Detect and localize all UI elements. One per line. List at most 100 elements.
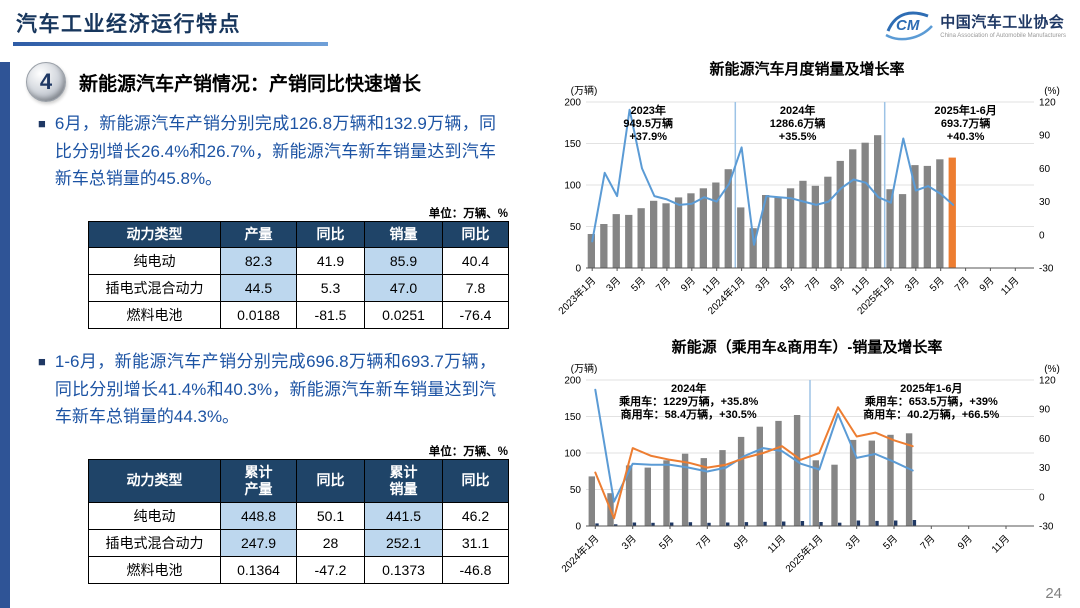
table-cell: -46.8 (442, 555, 509, 584)
svg-text:(万辆): (万辆) (571, 84, 598, 97)
table-cell: 0.1364 (220, 555, 297, 584)
table-cell: 41.9 (296, 246, 365, 275)
svg-text:2023年: 2023年 (630, 103, 665, 117)
title-underline (13, 42, 328, 46)
svg-text:(%): (%) (1044, 364, 1060, 375)
table-cell: 5.3 (296, 273, 365, 302)
svg-text:7月: 7月 (803, 275, 822, 294)
bullet-june-summary: ■ 6月，新能源汽车产销分别完成126.8万辆和132.9万辆，同比分别增长26… (38, 110, 496, 193)
svg-text:100: 100 (564, 449, 581, 460)
pv-cv-sales-growth-chart-canvas: 0 50 100 150 200 -30 0 30 60 90 120 (万辆) (%) 2024年1月 3… (558, 362, 1060, 575)
svg-text:3月: 3月 (619, 533, 638, 552)
table-cell: 28 (296, 528, 365, 557)
table-cell: 448.8 (220, 501, 297, 530)
bullet-text: 6月，新能源汽车产销分别完成126.8万辆和132.9万辆，同比分别增长26.4… (54, 114, 496, 189)
bullet-ytd-summary: ■ 1-6月，新能源汽车产销分别完成696.8万辆和693.7万辆，同比分别增长… (38, 348, 496, 431)
table-cell: -81.5 (296, 300, 365, 329)
table-header-cell: 同比 (296, 221, 365, 248)
logo-mark-letters: CM (896, 17, 920, 34)
svg-text:2025年1-6月: 2025年1-6月 (900, 381, 962, 395)
table-cell: 47.0 (364, 273, 443, 302)
page-number: 24 (1045, 585, 1062, 602)
svg-text:11月: 11月 (765, 533, 788, 556)
svg-text:30: 30 (1039, 463, 1051, 474)
svg-text:2024年: 2024年 (780, 103, 815, 117)
org-logo: CM 中国汽车工业协会 China Association of Automob… (883, 8, 1066, 42)
table-cell: 441.5 (364, 501, 443, 530)
section-number-badge: 4 (26, 62, 66, 102)
svg-text:30: 30 (1039, 197, 1051, 208)
table-cell: 插电式混合动力 (88, 273, 221, 302)
table-header-cell: 同比 (442, 459, 509, 503)
svg-text:2024年: 2024年 (671, 381, 706, 395)
bullet-text: 1-6月，新能源汽车产销分别完成696.8万辆和693.7万辆，同比分别增长41… (54, 352, 496, 427)
svg-text:7月: 7月 (918, 533, 937, 552)
logo-org-subtitle: China Association of Automobile Manufact… (940, 33, 1066, 39)
chart-title: 新能源汽车月度销量及增长率 (709, 61, 905, 78)
table-header-cell: 动力类型 (88, 459, 221, 503)
table-row: 纯电动 82.3 41.9 85.9 40.4 (88, 246, 509, 275)
svg-text:3月: 3月 (843, 533, 862, 552)
ytd-production-sales-table: 动力类型 累计 产量 同比 累计 销量 同比 纯电动 448.8 50.1 441.5 46.2… (88, 459, 509, 584)
svg-text:120: 120 (1039, 98, 1056, 109)
table-cell: 纯电动 (88, 501, 221, 530)
table-header-row: 动力类型 累计 产量 同比 累计 销量 同比 (88, 459, 509, 503)
logo-text-block: 中国汽车工业协会 China Association of Automobile… (940, 11, 1066, 39)
svg-text:(%): (%) (1044, 86, 1060, 97)
logo-org-name: 中国汽车工业协会 (940, 14, 1065, 31)
table-cell: 44.5 (220, 273, 297, 302)
table-cell: 0.1373 (364, 555, 443, 584)
svg-text:0: 0 (575, 522, 581, 533)
svg-text:5月: 5月 (657, 533, 676, 552)
bullet-square-icon: ■ (38, 116, 46, 131)
svg-text:2023年1月: 2023年1月 (555, 274, 598, 317)
svg-text:200: 200 (564, 376, 581, 387)
june-production-sales-table: 动力类型 产量 同比 销量 同比 纯电动 82.3 41.9 85.9 40.4 插电式混合动力 4… (88, 221, 509, 329)
table-row: 燃料电池 0.1364 -47.2 0.1373 -46.8 (88, 555, 509, 584)
svg-text:-30: -30 (1039, 264, 1054, 275)
table-row: 纯电动 448.8 50.1 441.5 46.2 (88, 501, 509, 530)
svg-text:11月: 11月 (999, 275, 1022, 298)
section-title-main: 新能源汽车产销情况： (79, 73, 270, 95)
section-title: 新能源汽车产销情况：产销同比快速增长 (79, 69, 421, 96)
table-cell: 82.3 (220, 246, 297, 275)
svg-text:-30: -30 (1039, 522, 1054, 533)
monthly-sales-growth-chart: 新能源汽车月度销量及增长率 0 50 100 150 200 -30 0 30 60 90 120(… (540, 58, 1074, 343)
svg-text:11月: 11月 (989, 533, 1012, 556)
table-cell: 247.9 (220, 528, 297, 557)
svg-text:2025年1-6月: 2025年1-6月 (934, 103, 996, 117)
table-cell: 31.1 (442, 528, 509, 557)
svg-text:60: 60 (1039, 434, 1051, 445)
svg-text:90: 90 (1039, 405, 1051, 416)
svg-text:7月: 7月 (654, 275, 673, 294)
table-header-cell: 销量 (364, 221, 443, 248)
svg-text:50: 50 (570, 485, 582, 496)
svg-text:200: 200 (564, 98, 581, 109)
svg-text:(万辆): (万辆) (571, 362, 598, 375)
svg-text:7月: 7月 (952, 275, 971, 294)
svg-text:3月: 3月 (902, 275, 921, 294)
section-header: 4 新能源汽车产销情况：产销同比快速增长 (26, 62, 421, 102)
table-header-cell: 同比 (442, 221, 509, 248)
svg-text:0: 0 (1039, 492, 1045, 503)
svg-text:7月: 7月 (694, 533, 713, 552)
table-header-cell: 产量 (220, 221, 297, 248)
table-cell: 85.9 (364, 246, 443, 275)
page-title: 汽车工业经济运行特点 (16, 13, 241, 36)
table-cell: 燃料电池 (88, 555, 221, 584)
unit-label-table2: 单位：万辆、% (428, 446, 508, 458)
section-title-sub: 产销同比快速增长 (269, 73, 422, 95)
svg-text:5月: 5月 (927, 275, 946, 294)
table-cell: 40.4 (442, 246, 509, 275)
table-cell: -47.2 (296, 555, 365, 584)
table-row: 插电式混合动力 247.9 28 252.1 31.1 (88, 528, 509, 557)
table-cell: -76.4 (442, 300, 509, 329)
unit-label-table1: 单位：万辆、% (428, 208, 508, 220)
svg-text:商用车：40.2万辆，+66.5%: 商用车：40.2万辆，+66.5% (863, 407, 999, 421)
svg-text:3月: 3月 (753, 275, 772, 294)
table-cell: 插电式混合动力 (88, 528, 221, 557)
svg-text:5月: 5月 (881, 533, 900, 552)
svg-text:2025年1月: 2025年1月 (782, 532, 825, 575)
table-cell: 252.1 (364, 528, 443, 557)
svg-text:5月: 5月 (778, 275, 797, 294)
